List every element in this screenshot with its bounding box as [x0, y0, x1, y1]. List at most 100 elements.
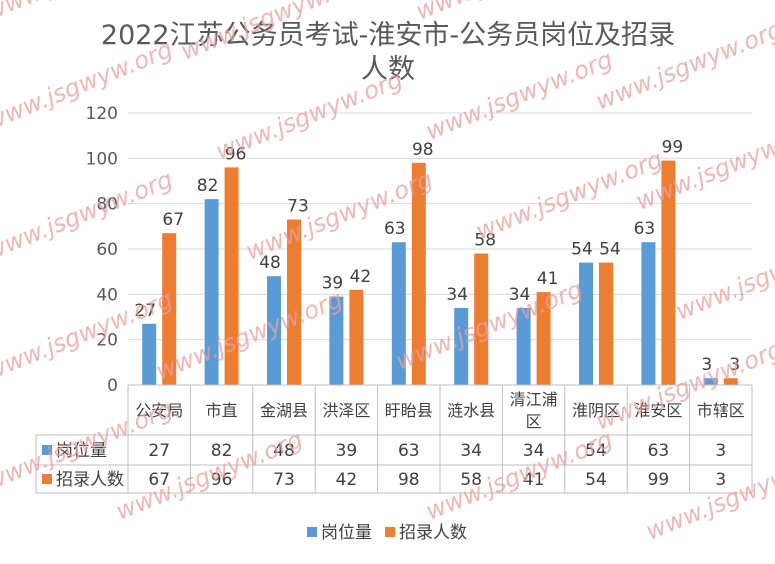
category-label: 金湖县	[260, 401, 308, 420]
table-row-header: 岗位量	[56, 441, 107, 461]
bar-招录人数	[287, 219, 301, 385]
bar-招录人数	[536, 292, 551, 385]
legend-swatch	[385, 527, 395, 537]
bar-岗位量	[267, 276, 281, 385]
table-cell: 73	[273, 470, 295, 490]
data-label-岗位量: 34	[509, 285, 531, 305]
bar-岗位量	[516, 307, 531, 385]
category-label: 盱眙县	[385, 401, 433, 420]
data-label-岗位量: 63	[634, 219, 656, 239]
table-cell: 63	[648, 441, 670, 461]
table-cell: 63	[398, 441, 420, 461]
data-label-岗位量: 34	[446, 285, 468, 305]
chart-title-line-1: 2022江苏公务员考试-淮安市-公务员岗位及招录	[101, 20, 675, 51]
category-label: 区	[526, 412, 542, 431]
bar-招录人数	[224, 167, 239, 385]
data-label-招录人数: 58	[474, 231, 496, 251]
bar-招录人数	[411, 162, 426, 385]
bar-招录人数	[162, 233, 177, 385]
y-tick-label: 0	[107, 376, 118, 396]
table-cell: 3	[715, 470, 726, 490]
bar-岗位量	[454, 307, 469, 385]
table-cell: 82	[211, 441, 233, 461]
table-cell: 3	[715, 441, 726, 461]
data-label-招录人数: 3	[729, 355, 740, 375]
legend: 岗位量 招录人数	[307, 523, 467, 543]
table-legend-key	[42, 445, 52, 455]
data-label-招录人数: 99	[662, 138, 684, 158]
y-tick-label: 100	[86, 149, 118, 169]
table-cell: 54	[585, 441, 607, 461]
table-cell: 48	[273, 441, 295, 461]
data-label-岗位量: 54	[571, 240, 593, 260]
data-label-招录人数: 42	[350, 267, 372, 287]
category-label: 市直	[206, 401, 238, 420]
table-cell: 42	[336, 470, 358, 490]
bar-招录人数	[474, 253, 489, 385]
y-tick-label: 40	[96, 285, 118, 305]
category-label: 涟水县	[447, 401, 495, 420]
bar-招录人数	[599, 262, 613, 385]
bar-招录人数	[723, 378, 738, 385]
table-cell: 34	[523, 441, 545, 461]
data-label-招录人数: 67	[162, 210, 184, 230]
data-label-招录人数: 54	[599, 240, 621, 260]
table-cell: 54	[585, 470, 607, 490]
table-cell: 96	[211, 470, 233, 490]
bar-岗位量	[579, 262, 593, 385]
data-label-岗位量: 27	[134, 301, 156, 321]
legend-label: 岗位量	[321, 523, 372, 543]
watermark: www.jsgwyw.org www.jsgwyw.orgwww.jsgwyw.o…	[0, 0, 775, 546]
table-cell: 58	[460, 470, 482, 490]
table-cell: 27	[148, 441, 170, 461]
table-cell: 67	[148, 470, 170, 490]
y-tick-label: 60	[96, 240, 118, 260]
category-label: 淮阴区	[572, 401, 620, 420]
bar-岗位量	[329, 296, 344, 385]
y-axis-ticks: 0 20 40 60 80 100 120	[86, 104, 118, 396]
legend-swatch	[307, 527, 317, 537]
watermark-text: www.jsgwyw.org	[0, 165, 177, 265]
watermark-text: www.jsgwyw.org	[672, 225, 775, 325]
category-label: 淮安区	[634, 401, 682, 420]
category-label: 清江浦	[510, 390, 558, 409]
category-label: 市辖区	[697, 401, 745, 420]
watermark-text: www.jsgwyw.org	[242, 165, 437, 265]
chart-title-line-2: 人数	[361, 54, 415, 85]
data-labels: 27 67 82 96 48 73 39 42 63 98 34 58 34 41 54 54 63 99 3 3	[134, 138, 740, 376]
table-legend-key	[42, 474, 52, 484]
bar-招录人数	[349, 289, 364, 385]
bars	[142, 160, 738, 385]
y-tick-label: 120	[86, 104, 118, 124]
data-label-岗位量: 48	[259, 253, 281, 273]
category-label: 公安局	[135, 401, 183, 420]
table-cell: 99	[648, 470, 670, 490]
data-label-岗位量: 3	[701, 355, 712, 375]
table-cell: 39	[336, 441, 358, 461]
y-tick-label: 80	[96, 195, 118, 215]
watermark-text: www.jsgwyw.org	[422, 45, 617, 145]
data-label-招录人数: 73	[287, 197, 309, 217]
data-label-岗位量: 82	[197, 176, 219, 196]
table-cell: 34	[460, 441, 482, 461]
bar-岗位量	[641, 242, 656, 385]
table-row-header: 招录人数	[56, 470, 124, 490]
data-label-岗位量: 63	[384, 219, 406, 239]
data-label-招录人数: 98	[412, 140, 434, 160]
bar-岗位量	[703, 378, 718, 385]
watermark-text: www.jsgwyw.org	[212, 65, 407, 165]
table-cell: 98	[398, 470, 420, 490]
bar-岗位量	[204, 199, 219, 385]
data-label-招录人数: 41	[537, 269, 559, 289]
watermark-text: www.jsgwyw.org	[152, 285, 347, 385]
table-cell: 41	[523, 470, 545, 490]
bar-招录人数	[661, 160, 676, 385]
legend-label: 招录人数	[399, 523, 467, 543]
data-label-招录人数: 96	[225, 144, 247, 164]
y-tick-label: 20	[96, 331, 118, 351]
data-label-岗位量: 39	[322, 274, 344, 294]
bar-岗位量	[142, 323, 157, 385]
bar-岗位量	[391, 242, 406, 385]
